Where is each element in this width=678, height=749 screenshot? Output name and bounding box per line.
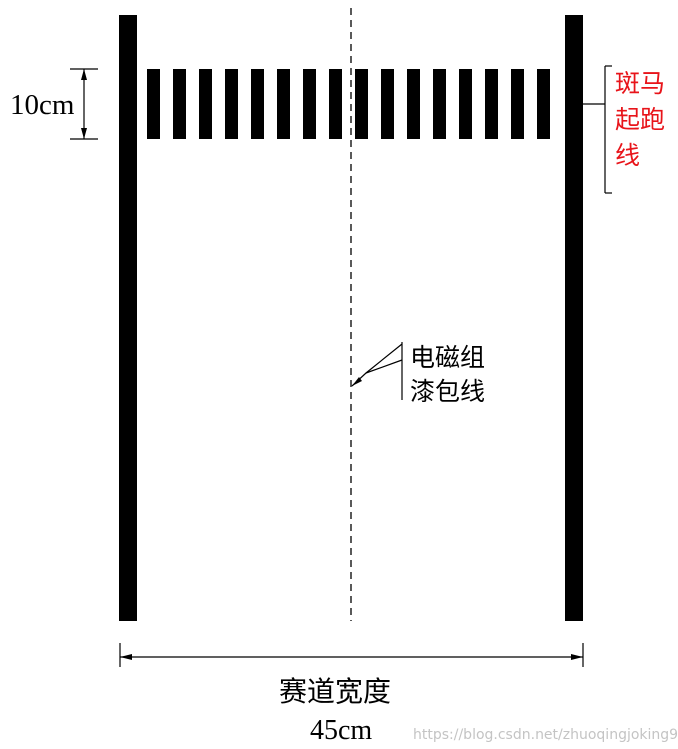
- zebra-stripe: [225, 69, 238, 139]
- em-wire-callout-leader: [351, 342, 403, 400]
- right-track-edge: [565, 15, 583, 621]
- zebra-stripe: [199, 69, 212, 139]
- zebra-stripe: [173, 69, 186, 139]
- zebra-stripe: [277, 69, 290, 139]
- zebra-line-label: 斑马起跑线: [615, 69, 666, 170]
- em-wire-label: 电磁组漆包线: [410, 343, 486, 406]
- track-width-value: 45cm: [310, 715, 373, 746]
- zebra-stripe: [329, 69, 342, 139]
- stripe-height-label: 10cm: [10, 89, 75, 121]
- zebra-stripe: [303, 69, 316, 139]
- zebra-start-line: [147, 69, 550, 139]
- stripe-height-dimension: [70, 68, 98, 140]
- track-width-dimension: [119, 643, 584, 667]
- zebra-stripe: [511, 69, 524, 139]
- watermark: https://blog.csdn.net/zhuoqingjoking97: [413, 727, 678, 743]
- zebra-stripe: [355, 69, 368, 139]
- zebra-callout-leader: [583, 65, 612, 194]
- zebra-stripe: [147, 69, 160, 139]
- zebra-stripe: [407, 69, 420, 139]
- zebra-stripe: [381, 69, 394, 139]
- zebra-stripe: [251, 69, 264, 139]
- zebra-stripe: [433, 69, 446, 139]
- left-track-edge: [119, 15, 137, 621]
- zebra-stripe: [459, 69, 472, 139]
- zebra-stripe: [485, 69, 498, 139]
- zebra-stripe: [537, 69, 550, 139]
- track-width-title: 赛道宽度: [279, 675, 392, 708]
